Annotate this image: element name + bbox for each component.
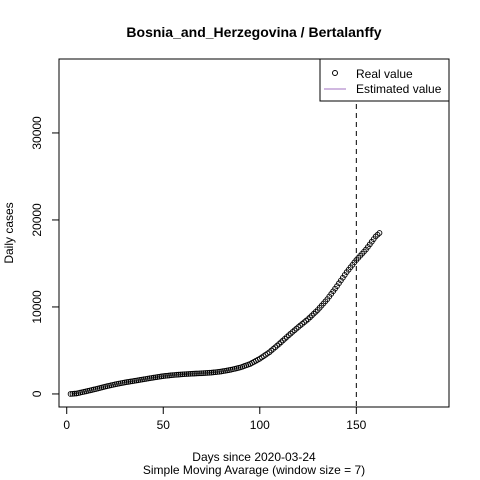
x-tick-label: 0 <box>63 418 70 432</box>
data-point <box>150 374 157 381</box>
data-point <box>67 391 74 397</box>
chart-title: Bosnia_and_Herzegovina / Bertalanffy <box>126 24 381 40</box>
data-point <box>168 372 174 379</box>
data-point <box>191 370 197 377</box>
data-point <box>177 371 184 378</box>
data-point <box>183 371 190 377</box>
y-tick-label: 20000 <box>30 203 44 237</box>
data-point <box>181 371 188 378</box>
legend-marker-real <box>332 70 338 76</box>
data-point <box>187 370 194 377</box>
data-point <box>69 390 76 397</box>
x-axis-sublabel: Simple Moving Avarage (window size = 7) <box>143 463 365 477</box>
legend-label-estimated: Estimated value <box>356 82 442 96</box>
x-axis: 0 50 100 150 <box>63 407 367 432</box>
data-point <box>199 370 205 377</box>
data-point <box>158 373 165 380</box>
data-point <box>204 370 211 376</box>
y-axis: 0 10000 20000 30000 <box>30 116 59 397</box>
data-point <box>164 372 170 379</box>
data-point <box>152 374 159 381</box>
data-point <box>173 371 180 378</box>
data-point <box>154 374 161 380</box>
y-axis-label: Daily cases <box>2 202 16 263</box>
x-tick-label: 50 <box>157 418 171 432</box>
data-point <box>212 369 219 376</box>
legend: Real value Estimated value <box>319 58 450 102</box>
y-tick-label: 0 <box>30 390 44 397</box>
data-point <box>376 230 383 236</box>
data-point <box>160 373 167 379</box>
data-point <box>189 370 196 377</box>
data-point <box>175 371 182 378</box>
data-point <box>195 370 201 377</box>
x-tick-label: 100 <box>250 418 270 432</box>
data-point <box>185 371 192 377</box>
y-tick-label: 30000 <box>30 116 44 150</box>
data-point <box>216 368 223 375</box>
data-point <box>71 390 78 397</box>
data-point <box>193 370 199 377</box>
data-point <box>214 369 221 375</box>
data-point <box>200 370 207 376</box>
data-point <box>170 372 176 378</box>
y-tick-label: 10000 <box>30 290 44 324</box>
data-point <box>202 370 209 376</box>
data-point <box>166 372 172 379</box>
legend-box <box>319 58 450 102</box>
data-point <box>179 371 186 378</box>
data-point <box>208 369 215 376</box>
data-point <box>206 369 213 376</box>
x-axis-label: Days since 2020-03-24 <box>192 450 316 464</box>
data-point <box>162 373 169 379</box>
real-value-points <box>67 230 383 397</box>
legend-label-real: Real value <box>356 67 413 81</box>
data-point <box>156 373 163 380</box>
x-tick-label: 150 <box>346 418 366 432</box>
plot-frame <box>58 58 450 408</box>
data-point <box>171 372 178 378</box>
data-point <box>197 370 203 377</box>
data-point <box>210 369 217 376</box>
